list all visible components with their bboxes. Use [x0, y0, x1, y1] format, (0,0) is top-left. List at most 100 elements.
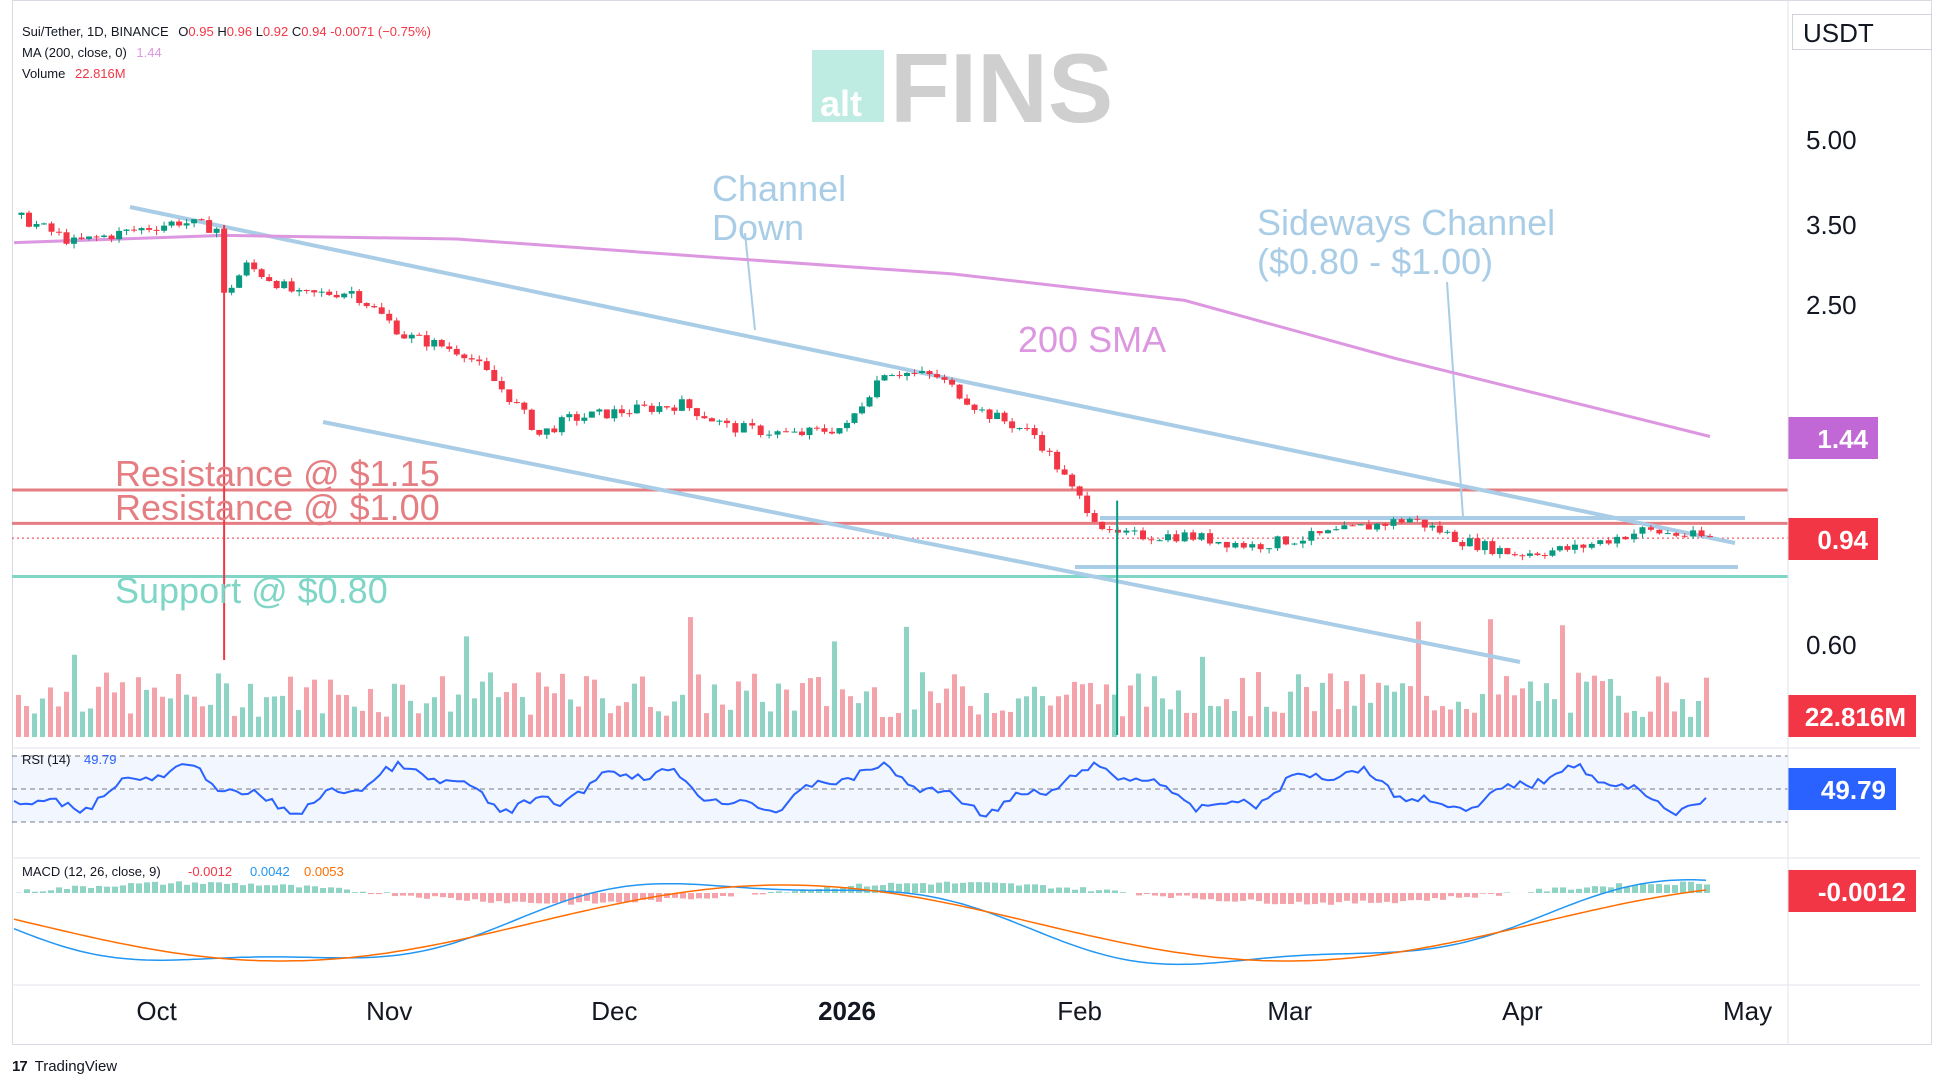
volume-bar [1240, 677, 1245, 737]
candle-body [1084, 495, 1091, 514]
volume-bar [824, 706, 829, 737]
candle-body [1291, 543, 1298, 545]
macd-histogram-bar [1080, 887, 1086, 893]
candle-body [791, 431, 798, 433]
volume-bar [1360, 674, 1365, 737]
volume-bar [224, 683, 229, 737]
volume-bar [1184, 712, 1189, 737]
macd-histogram-bar [392, 893, 398, 897]
volume-bar [1000, 710, 1005, 737]
volume-bar [528, 714, 533, 737]
candle-body [1707, 536, 1713, 538]
volume-bar [1024, 696, 1029, 737]
macd-histogram-bar [1088, 891, 1094, 893]
candle-body [1481, 541, 1488, 551]
candle-body [603, 409, 610, 419]
x-axis-label-3: 2026 [818, 996, 876, 1026]
macd-histogram-bar [80, 886, 86, 893]
candle-body [618, 409, 625, 414]
candle-body [919, 371, 926, 374]
volume-bar [48, 687, 53, 737]
volume-bar [952, 674, 957, 737]
volume-bar [416, 713, 421, 737]
volume-bar [1288, 691, 1293, 737]
candle-body [896, 375, 903, 377]
volume-bar [296, 710, 301, 737]
ohlc-change: -0.0071 (−0.75%) [330, 24, 432, 39]
macd-histogram-bar [1024, 884, 1030, 893]
macd-histogram-bar [176, 881, 182, 893]
volume-bar [312, 679, 317, 737]
candle-body [1459, 541, 1466, 547]
macd-histogram-bar [1048, 888, 1054, 893]
candle-body [1299, 540, 1306, 544]
macd-histogram-bar [552, 893, 558, 904]
annotation-0-line-0: Channel [712, 168, 846, 209]
candle-body [1156, 540, 1163, 542]
volume-legend: Volume 22.816M [22, 66, 126, 81]
macd-histogram-bar [448, 893, 454, 898]
macd-histogram-bar [1696, 883, 1702, 893]
volume-bar [1696, 700, 1701, 737]
ohlc-open: O0.95 [178, 24, 214, 39]
volume-bar [208, 704, 213, 737]
watermark-fins-text: FINS [890, 33, 1113, 143]
symbol-legend: Sui/Tether, 1D, BINANCE O0.95 H0.96 L0.9… [22, 24, 431, 39]
currency-unit-selector[interactable]: USDT [1792, 14, 1932, 50]
candle-body [1324, 530, 1331, 534]
x-axis-label-6: Apr [1502, 996, 1543, 1026]
volume-bar [1296, 674, 1301, 737]
candle-body [506, 389, 513, 403]
candle-body [723, 420, 730, 424]
volume-bar [1632, 710, 1637, 737]
candle-body [1444, 531, 1451, 533]
volume-bar [1136, 673, 1141, 737]
volume-bar [392, 683, 397, 737]
candle-body [1207, 533, 1214, 544]
volume-bar [1664, 682, 1669, 737]
candle-body [986, 409, 993, 420]
candle-body [1664, 533, 1671, 535]
volume-bar [144, 689, 149, 737]
candle-body [1215, 541, 1222, 544]
candle-body [678, 399, 685, 411]
macd-histogram-bar [872, 885, 878, 893]
volume-bar [704, 713, 709, 737]
macd-histogram-bar [280, 884, 286, 893]
candle-body [1349, 525, 1356, 527]
volume-bar [272, 696, 277, 737]
volume-bar [480, 681, 485, 737]
volume-value: 22.816M [75, 66, 126, 81]
macd-histogram-bar [504, 893, 510, 904]
candle-body [1009, 421, 1016, 429]
candle-body [1390, 519, 1397, 526]
macd-histogram-bar [112, 886, 118, 893]
volume-bar [1232, 710, 1237, 737]
tradingview-label: TradingView [34, 1058, 118, 1075]
macd-histogram-bar [1200, 893, 1206, 900]
candle-body [1054, 451, 1061, 470]
candle-body [1556, 546, 1563, 551]
candle-body [1382, 523, 1389, 526]
candle-body [513, 402, 520, 404]
macd-histogram-bar [48, 890, 54, 893]
volume-bar [1032, 686, 1037, 737]
volume-bar [1528, 681, 1533, 737]
volume-bar [944, 688, 949, 737]
x-axis-label-2: Dec [591, 996, 637, 1026]
price-tick-2: 2.50 [1806, 290, 1857, 320]
candle-body [228, 287, 235, 293]
volume-bar [1304, 687, 1309, 737]
sideways-arrow [1446, 281, 1464, 518]
symbol-title: Sui/Tether, 1D, BINANCE [22, 24, 169, 39]
candle-body [303, 290, 310, 292]
candle-body [949, 379, 956, 385]
macd-histogram-bar [584, 893, 590, 901]
macd-histogram-bar [144, 882, 150, 893]
macd-histogram-bar [968, 882, 974, 893]
volume-bar [200, 706, 205, 737]
candle-body [48, 223, 55, 232]
volume-bar [1392, 691, 1397, 737]
macd-histogram-bar [1560, 887, 1566, 893]
